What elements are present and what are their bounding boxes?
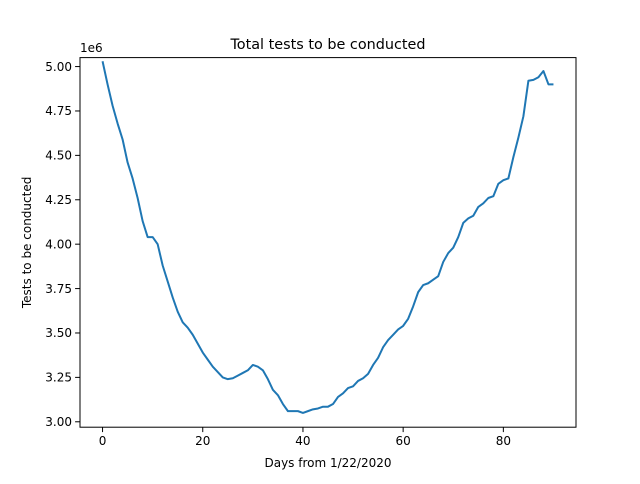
line-layer (101, 61, 554, 414)
y-tick-label: 4.75 (45, 104, 72, 118)
y-tick-label: 3.25 (45, 371, 72, 385)
y-tick-label: 3.00 (45, 415, 72, 429)
y-tick-label: 3.50 (45, 326, 72, 340)
x-tick-label: 0 (99, 434, 107, 448)
x-axis-label: Days from 1/22/2020 (264, 456, 391, 470)
y-tick-label: 4.00 (45, 237, 72, 251)
series-line (101, 61, 554, 414)
y-tick-label: 4.50 (45, 149, 72, 163)
x-tick-label: 20 (195, 434, 210, 448)
chart-title: Total tests to be conducted (229, 37, 425, 53)
x-tick-label: 60 (396, 434, 411, 448)
x-tick-layer: 0 20 40 60 80 (99, 427, 511, 448)
y-axis-label: Tests to be conducted (20, 177, 34, 309)
y-tick-label: 3.75 (45, 282, 72, 296)
y-tick-label: 5.00 (45, 60, 72, 74)
plot-frame (79, 57, 577, 428)
x-tick-label: 40 (295, 434, 310, 448)
y-tick-layer: 3.00 3.25 3.50 3.75 4.00 4.25 4.50 4.75 5.00 (45, 60, 80, 429)
y-offset-label: 1e6 (80, 41, 103, 55)
y-tick-label: 4.25 (45, 193, 72, 207)
x-tick-label: 80 (496, 434, 511, 448)
